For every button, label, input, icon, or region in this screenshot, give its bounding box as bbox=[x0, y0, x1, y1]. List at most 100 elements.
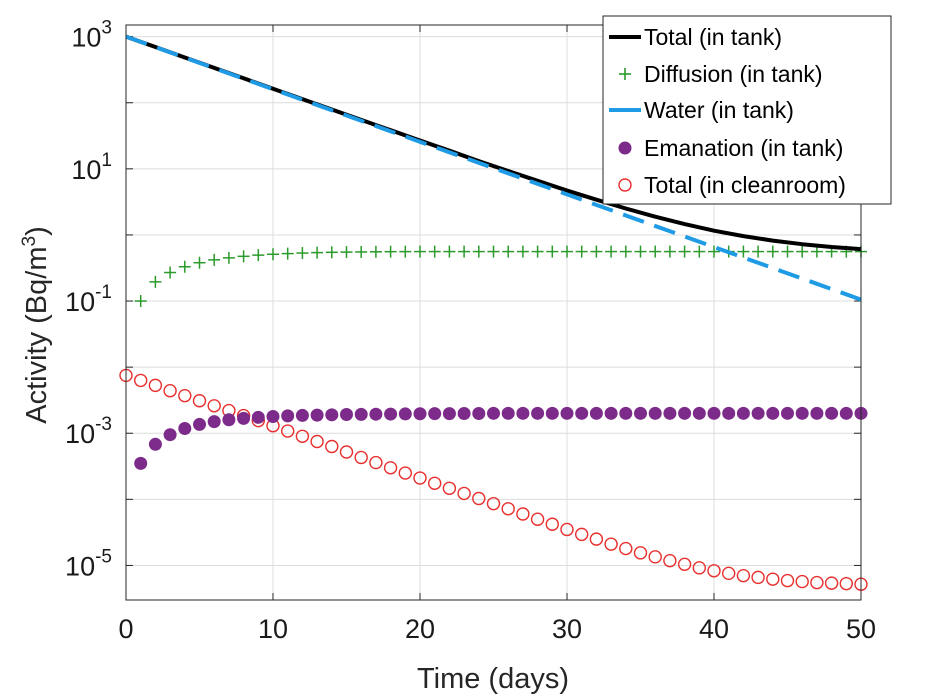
data-point bbox=[413, 471, 427, 485]
data-point bbox=[516, 245, 529, 258]
data-point bbox=[222, 251, 235, 264]
data-point bbox=[589, 532, 604, 546]
data-point bbox=[148, 437, 162, 451]
data-point bbox=[384, 407, 398, 421]
data-point bbox=[472, 491, 486, 506]
plot-frame bbox=[125, 24, 862, 601]
data-point bbox=[736, 406, 750, 420]
data-point bbox=[384, 245, 397, 258]
x-tick-label: 30 bbox=[552, 614, 582, 644]
data-point bbox=[325, 439, 339, 454]
y-tick-label: 101 bbox=[71, 150, 112, 185]
y-axis-label-close: ) bbox=[21, 226, 53, 236]
data-point bbox=[663, 245, 676, 258]
series-layer bbox=[119, 34, 868, 591]
series-total-in-cleanroom bbox=[119, 368, 868, 591]
data-point bbox=[414, 245, 426, 258]
data-point bbox=[692, 561, 706, 575]
data-point bbox=[442, 407, 456, 421]
data-point bbox=[619, 406, 633, 420]
data-point bbox=[545, 517, 559, 531]
data-point bbox=[369, 455, 383, 470]
data-point bbox=[781, 245, 794, 258]
data-point bbox=[193, 256, 206, 269]
data-point bbox=[178, 260, 191, 273]
legend-label-diffusion: Diffusion (in tank) bbox=[644, 61, 823, 87]
data-point bbox=[237, 411, 251, 425]
data-point bbox=[266, 410, 280, 424]
legend-swatch-emanation bbox=[618, 141, 632, 155]
data-point bbox=[369, 245, 382, 258]
data-point bbox=[252, 249, 265, 262]
data-point bbox=[207, 399, 221, 413]
data-point bbox=[325, 408, 339, 422]
data-point bbox=[502, 245, 515, 258]
data-point bbox=[545, 406, 559, 420]
data-point bbox=[707, 564, 721, 578]
data-point bbox=[531, 406, 545, 420]
data-point bbox=[134, 295, 147, 308]
data-point bbox=[383, 461, 398, 475]
series-diffusion-in-tank bbox=[134, 245, 867, 308]
data-point bbox=[560, 522, 574, 537]
x-axis-label: Time (days) bbox=[417, 663, 569, 695]
data-point bbox=[340, 408, 353, 422]
y-tick-label: 10-3 bbox=[65, 414, 112, 449]
data-point bbox=[354, 450, 368, 465]
legend-label-total-cleanroom: Total (in cleanroom) bbox=[644, 172, 846, 198]
data-point bbox=[442, 481, 457, 495]
data-point bbox=[281, 247, 294, 260]
data-point bbox=[649, 245, 662, 258]
legend-label-total-tank: Total (in tank) bbox=[644, 24, 782, 50]
data-point bbox=[619, 245, 632, 258]
data-point bbox=[678, 406, 692, 420]
data-point bbox=[693, 245, 706, 258]
x-tick-label: 20 bbox=[405, 614, 435, 644]
data-point bbox=[546, 245, 559, 258]
data-point bbox=[692, 406, 706, 420]
data-point bbox=[281, 424, 295, 438]
data-point bbox=[164, 266, 177, 279]
data-point bbox=[178, 421, 192, 435]
x-tick-label: 0 bbox=[118, 614, 133, 644]
data-point bbox=[589, 406, 603, 420]
y-axis-label-main: Activity (Bq/m bbox=[21, 247, 53, 424]
data-point bbox=[207, 415, 221, 429]
data-point bbox=[781, 406, 794, 420]
data-point bbox=[561, 245, 573, 258]
data-point bbox=[780, 573, 795, 588]
data-point bbox=[192, 394, 207, 408]
data-point bbox=[354, 407, 368, 421]
data-point bbox=[648, 550, 662, 564]
data-point bbox=[604, 537, 618, 551]
data-point bbox=[339, 445, 354, 459]
data-point bbox=[531, 245, 544, 258]
data-point bbox=[751, 406, 765, 420]
data-point bbox=[796, 245, 809, 258]
data-point bbox=[560, 406, 574, 420]
data-point bbox=[766, 406, 780, 420]
data-point bbox=[398, 466, 412, 480]
data-point bbox=[413, 407, 427, 421]
data-point bbox=[516, 507, 530, 521]
data-point bbox=[133, 373, 148, 388]
data-point bbox=[575, 406, 589, 420]
data-point bbox=[398, 407, 412, 421]
data-point bbox=[634, 406, 647, 420]
data-point bbox=[355, 245, 368, 258]
data-point bbox=[428, 407, 442, 421]
y-axis-label: Activity (Bq/m3) bbox=[19, 226, 53, 424]
data-point bbox=[325, 246, 338, 259]
data-point bbox=[458, 245, 471, 258]
data-point bbox=[590, 245, 603, 258]
data-point bbox=[708, 245, 720, 258]
data-point bbox=[369, 407, 383, 421]
data-point bbox=[707, 406, 721, 420]
data-point bbox=[163, 428, 177, 442]
data-point bbox=[619, 541, 633, 556]
data-point bbox=[678, 245, 691, 258]
data-point bbox=[634, 245, 647, 258]
legend-swatch-total-cleanroom bbox=[618, 178, 632, 192]
data-point bbox=[663, 406, 677, 420]
data-point bbox=[795, 574, 809, 589]
